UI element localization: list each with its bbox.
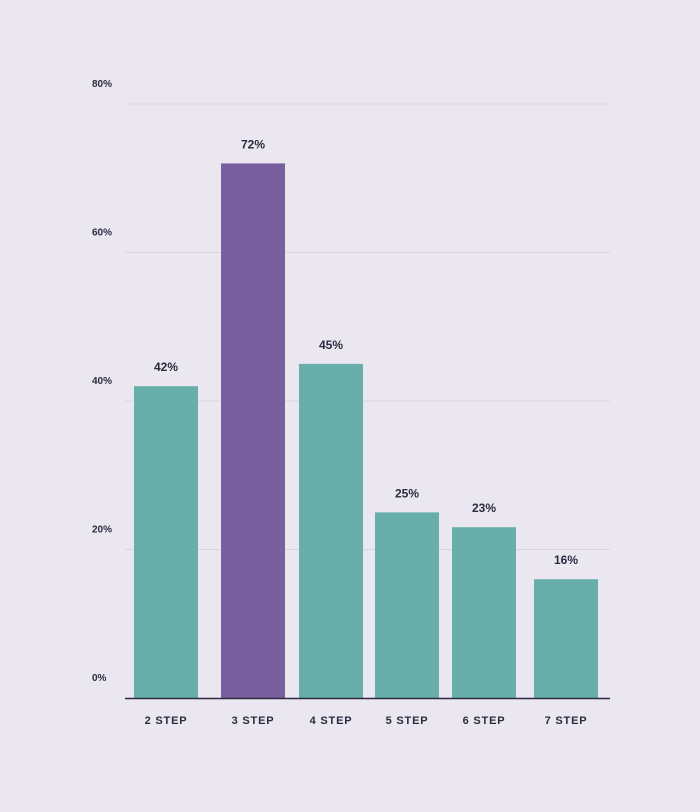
y-tick-label: 60% [92,228,112,239]
y-tick-label: 40% [92,376,112,387]
data-label: 72% [241,137,265,151]
bar-7-step [534,579,598,698]
x-tick-label: 6 STEP [463,715,506,727]
y-tick-label: 0% [92,673,107,684]
data-label: 42% [154,360,178,374]
data-labels: 42% 72% 45% 25% 23% 16% [154,137,578,567]
grid-lines [125,103,610,550]
y-tick-label: 20% [92,525,112,536]
bar-3-step [221,163,285,698]
bar-6-step [452,527,516,698]
x-tick-label: 5 STEP [386,715,429,727]
data-label: 23% [472,501,496,515]
x-tick-label: 2 STEP [145,715,188,727]
bars [134,163,598,698]
bar-5-step [375,512,439,698]
data-label: 16% [554,553,578,567]
bar-2-step [134,386,198,698]
x-axis-ticks: 2 STEP 3 STEP 4 STEP 5 STEP 6 STEP 7 STEP [145,715,588,727]
x-tick-label: 4 STEP [310,715,353,727]
x-tick-label: 7 STEP [545,715,588,727]
bar-4-step [299,363,363,698]
data-label: 45% [319,338,343,352]
data-label: 25% [395,486,419,500]
y-tick-label: 80% [92,79,112,90]
x-tick-label: 3 STEP [232,715,275,727]
y-axis-ticks: 0% 20% 40% 60% 80% [92,79,112,684]
